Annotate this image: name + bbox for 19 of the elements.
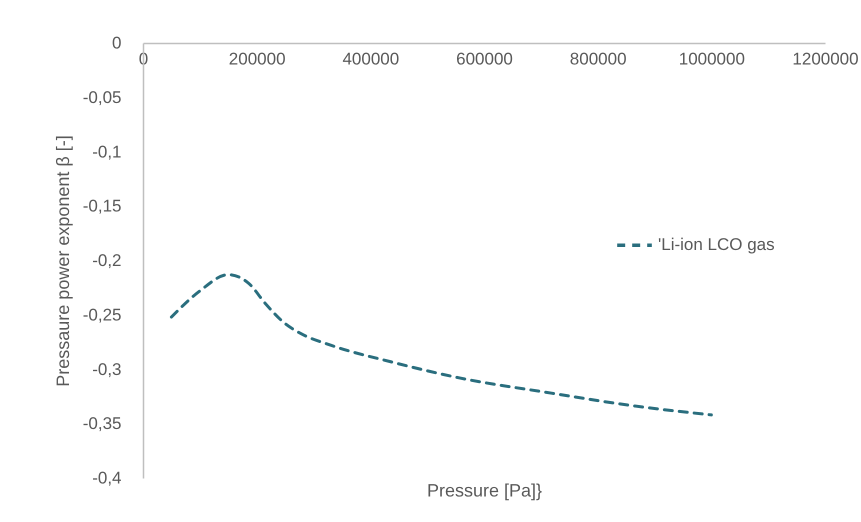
y-tick-label: -0,3 (92, 360, 122, 379)
y-tick-label: -0,4 (92, 468, 122, 488)
x-tick-label: 400000 (342, 50, 400, 68)
y-tick-label: -0,15 (82, 196, 122, 216)
y-tick-label: -0,05 (82, 88, 122, 107)
y-tick-label: -0,25 (82, 305, 122, 324)
x-tick-label: 600000 (456, 50, 513, 68)
y-axis-title: Pressaure power exponent β [-] (52, 135, 73, 387)
x-tick-label: 200000 (228, 50, 286, 68)
line-series (170, 273, 713, 416)
x-tick-label: 1200000 (792, 50, 859, 68)
x-axis-title: Pressure [Pa]} (426, 480, 542, 500)
y-tick-label: -0,1 (92, 142, 122, 162)
y-tick-label: 0 (112, 34, 122, 52)
legend-label: 'Li-ion LCO gas (658, 235, 775, 254)
x-tick-label: 800000 (570, 50, 627, 68)
y-tick-label: -0,35 (82, 414, 122, 434)
y-tick-label: -0,2 (92, 251, 122, 270)
x-tick-label: 1000000 (678, 50, 745, 68)
